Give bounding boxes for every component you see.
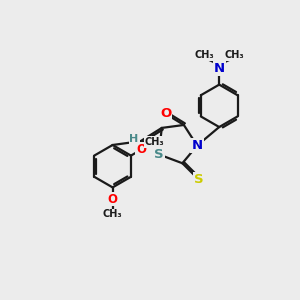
Text: CH₃: CH₃ <box>103 209 122 219</box>
Text: O: O <box>160 107 171 120</box>
Text: S: S <box>194 173 203 186</box>
Text: N: N <box>191 139 203 152</box>
Text: O: O <box>136 143 146 156</box>
Text: S: S <box>154 148 164 161</box>
Text: N: N <box>214 62 225 75</box>
Text: H: H <box>130 134 139 144</box>
Text: O: O <box>108 193 118 206</box>
Text: CH₃: CH₃ <box>145 137 164 147</box>
Text: CH₃: CH₃ <box>194 50 214 60</box>
Text: CH₃: CH₃ <box>225 50 244 60</box>
